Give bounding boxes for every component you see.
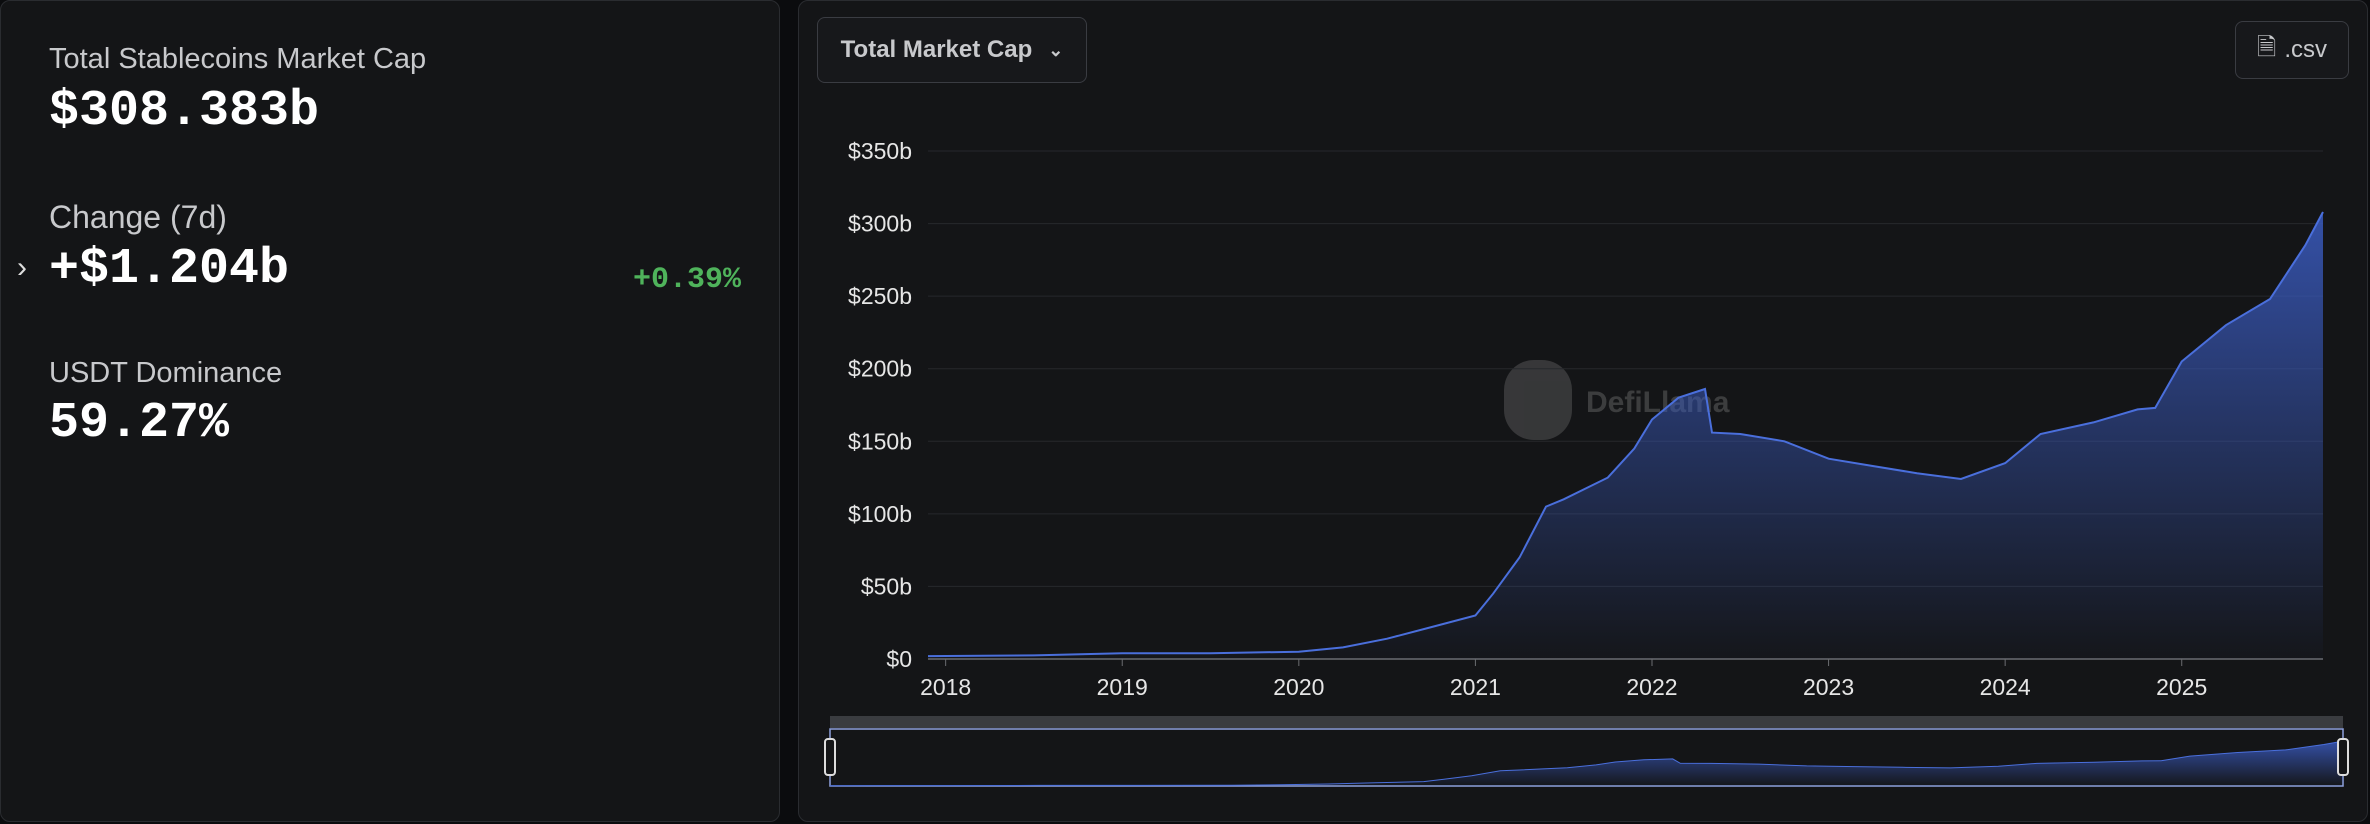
stat-label: Change (7d): [49, 199, 227, 235]
brush-handle[interactable]: [2337, 738, 2349, 776]
stat-label: USDT Dominance: [49, 357, 283, 389]
area: [830, 741, 2343, 786]
line: [927, 211, 2324, 658]
chart-panel: Total Market Cap ⌄ 🗎 .csv: [798, 0, 2368, 822]
y-tick-label: $50b: [861, 573, 912, 599]
stat-change-pct: +0.39%: [632, 263, 741, 297]
x-tick-label: 2020: [1273, 674, 1324, 700]
chevron: ⌄: [1048, 39, 1064, 60]
brush-handle[interactable]: [824, 738, 836, 776]
line: [829, 740, 2344, 787]
x-tick-label: 2023: [1803, 674, 1854, 700]
x-tick-label: 2021: [1450, 674, 1501, 700]
csv-button[interactable]: 🗎 .csv: [2235, 21, 2349, 79]
expand-icon[interactable]: ›: [17, 251, 27, 284]
x-tick-label: 2018: [920, 674, 971, 700]
stat-label: Total Stablecoins Market Cap: [49, 43, 427, 75]
area: [928, 212, 2323, 659]
x-tick-label: 2022: [1626, 674, 1677, 700]
x-tick-label: 2024: [1980, 674, 2031, 700]
y-tick-label: $350b: [848, 138, 912, 164]
stat-value: $308.383b: [49, 83, 320, 140]
y-tick-label: $300b: [848, 211, 912, 237]
stat-value: +$1.204b: [49, 241, 290, 298]
watermark-logo: [1504, 360, 1572, 440]
x-tick-label: 2019: [1097, 674, 1148, 700]
y-tick-label: $100b: [848, 501, 912, 527]
y-tick-label: $0: [886, 646, 912, 672]
y-tick-label: $250b: [848, 283, 912, 309]
csv-label: .csv: [2284, 36, 2327, 63]
stat-value: 59.27%: [49, 395, 230, 452]
brush-bar[interactable]: [830, 716, 2343, 728]
y-tick-label: $200b: [848, 356, 912, 382]
dropdown-label: Total Market Cap: [840, 36, 1033, 63]
y-tick-label: $150b: [848, 428, 912, 454]
stats-panel: Total Stablecoins Market Cap $308.383b C…: [0, 0, 780, 822]
metric-dropdown[interactable]: Total Market Cap ⌄: [817, 17, 1087, 83]
x-tick-label: 2025: [2156, 674, 2207, 700]
